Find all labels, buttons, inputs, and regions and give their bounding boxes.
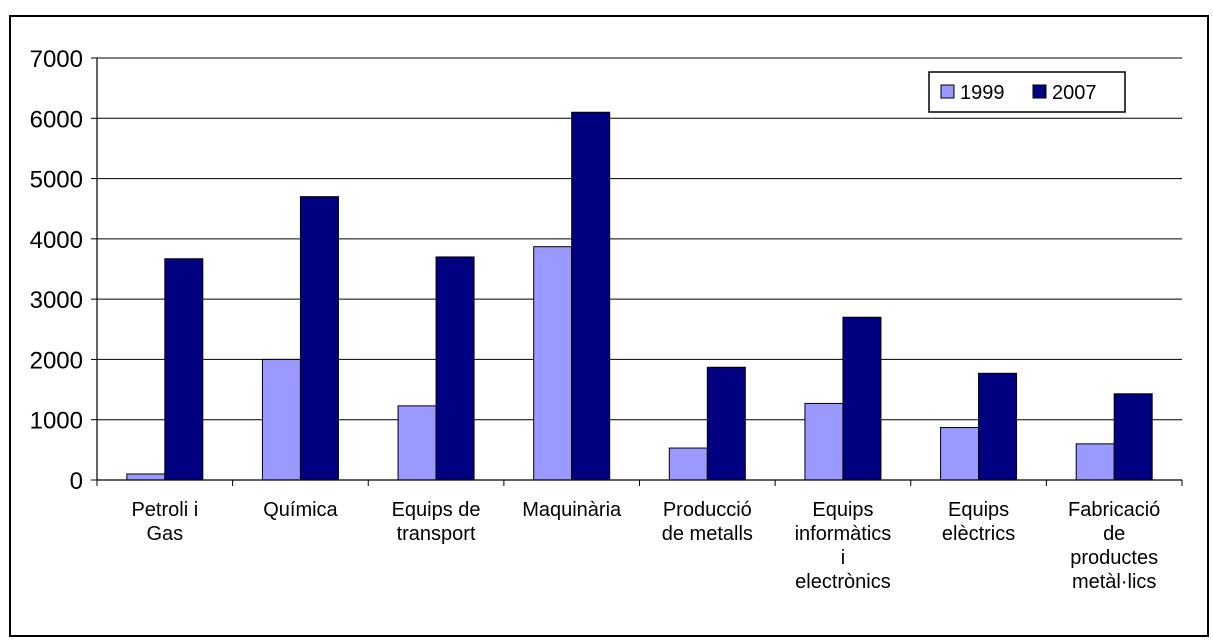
y-tick-label: 2000 bbox=[30, 347, 83, 374]
bar-1999-2 bbox=[397, 405, 437, 481]
legend: 1999 2007 bbox=[928, 71, 1126, 113]
bars bbox=[126, 111, 1153, 481]
x-category-label: Fabricació de productes metàl·lics bbox=[1068, 499, 1160, 593]
legend-swatch-1999 bbox=[940, 84, 955, 99]
bar-1999-7 bbox=[1075, 443, 1115, 481]
y-tick-label: 3000 bbox=[30, 287, 83, 314]
bar-1999-5 bbox=[804, 402, 844, 481]
y-axis-tick-labels: 0 1000 2000 3000 4000 5000 6000 7000 bbox=[30, 46, 83, 495]
y-tick-label: 1000 bbox=[30, 408, 83, 435]
x-category-label: Equips elèctrics bbox=[942, 499, 1015, 545]
legend-swatch-2007 bbox=[1032, 84, 1047, 99]
bar-1999-3 bbox=[533, 246, 573, 481]
x-category-label-line: de bbox=[1103, 523, 1125, 545]
bar-2007-7 bbox=[1113, 393, 1153, 481]
x-category-label: Producció de metalls bbox=[662, 499, 753, 545]
x-category-label-line: Química bbox=[263, 499, 338, 521]
x-category-label-line: Gas bbox=[146, 523, 183, 545]
bar-2007-2 bbox=[435, 256, 475, 481]
legend-label-1999: 1999 bbox=[960, 82, 1005, 104]
bar-2007-3 bbox=[571, 111, 611, 481]
x-category-label-line: productes bbox=[1070, 547, 1158, 569]
axes bbox=[91, 57, 1183, 486]
bar-2007-1 bbox=[299, 196, 339, 481]
bar-1999-0 bbox=[126, 473, 166, 481]
y-tick-label: 4000 bbox=[30, 227, 83, 254]
x-category-label: Maquinària bbox=[522, 499, 622, 521]
bar-2007-0 bbox=[164, 258, 204, 481]
x-category-label-line: de metalls bbox=[662, 523, 753, 545]
y-tick-label: 7000 bbox=[30, 46, 83, 73]
bar-1999-4 bbox=[668, 447, 708, 481]
x-category-label-line: Producció bbox=[663, 499, 752, 521]
legend-label-2007: 2007 bbox=[1052, 82, 1097, 104]
x-category-label-line: elèctrics bbox=[942, 523, 1015, 545]
x-category-label-line: Equips de bbox=[392, 499, 481, 521]
legend-box bbox=[928, 71, 1126, 113]
bar-1999-6 bbox=[940, 427, 980, 481]
x-category-label-line: metàl·lics bbox=[1072, 571, 1156, 593]
y-tick-label: 5000 bbox=[30, 167, 83, 194]
bar-2007-6 bbox=[978, 372, 1018, 481]
x-category-label-line: i bbox=[841, 547, 845, 569]
x-category-label: Petroli i Gas bbox=[131, 499, 198, 545]
x-category-label: Química bbox=[263, 499, 338, 521]
bar-2007-5 bbox=[842, 316, 882, 481]
x-category-label-line: Fabricació bbox=[1068, 499, 1160, 521]
bar-1999-1 bbox=[261, 358, 301, 481]
x-category-label-line: Maquinària bbox=[522, 499, 622, 521]
x-category-label-line: Petroli i bbox=[131, 499, 198, 521]
x-category-label: Equips de transport bbox=[392, 499, 481, 545]
y-tick-label: 0 bbox=[70, 468, 83, 495]
x-category-label: Equips informàtics i electrònics bbox=[795, 499, 892, 593]
x-category-label-line: Equips bbox=[812, 499, 873, 521]
x-category-label-line: Equips bbox=[948, 499, 1009, 521]
x-category-label-line: electrònics bbox=[795, 571, 891, 593]
x-category-label-line: transport bbox=[397, 523, 476, 545]
y-tick-label: 6000 bbox=[30, 106, 83, 133]
bar-2007-4 bbox=[706, 366, 746, 481]
x-category-label-line: informàtics bbox=[795, 523, 892, 545]
